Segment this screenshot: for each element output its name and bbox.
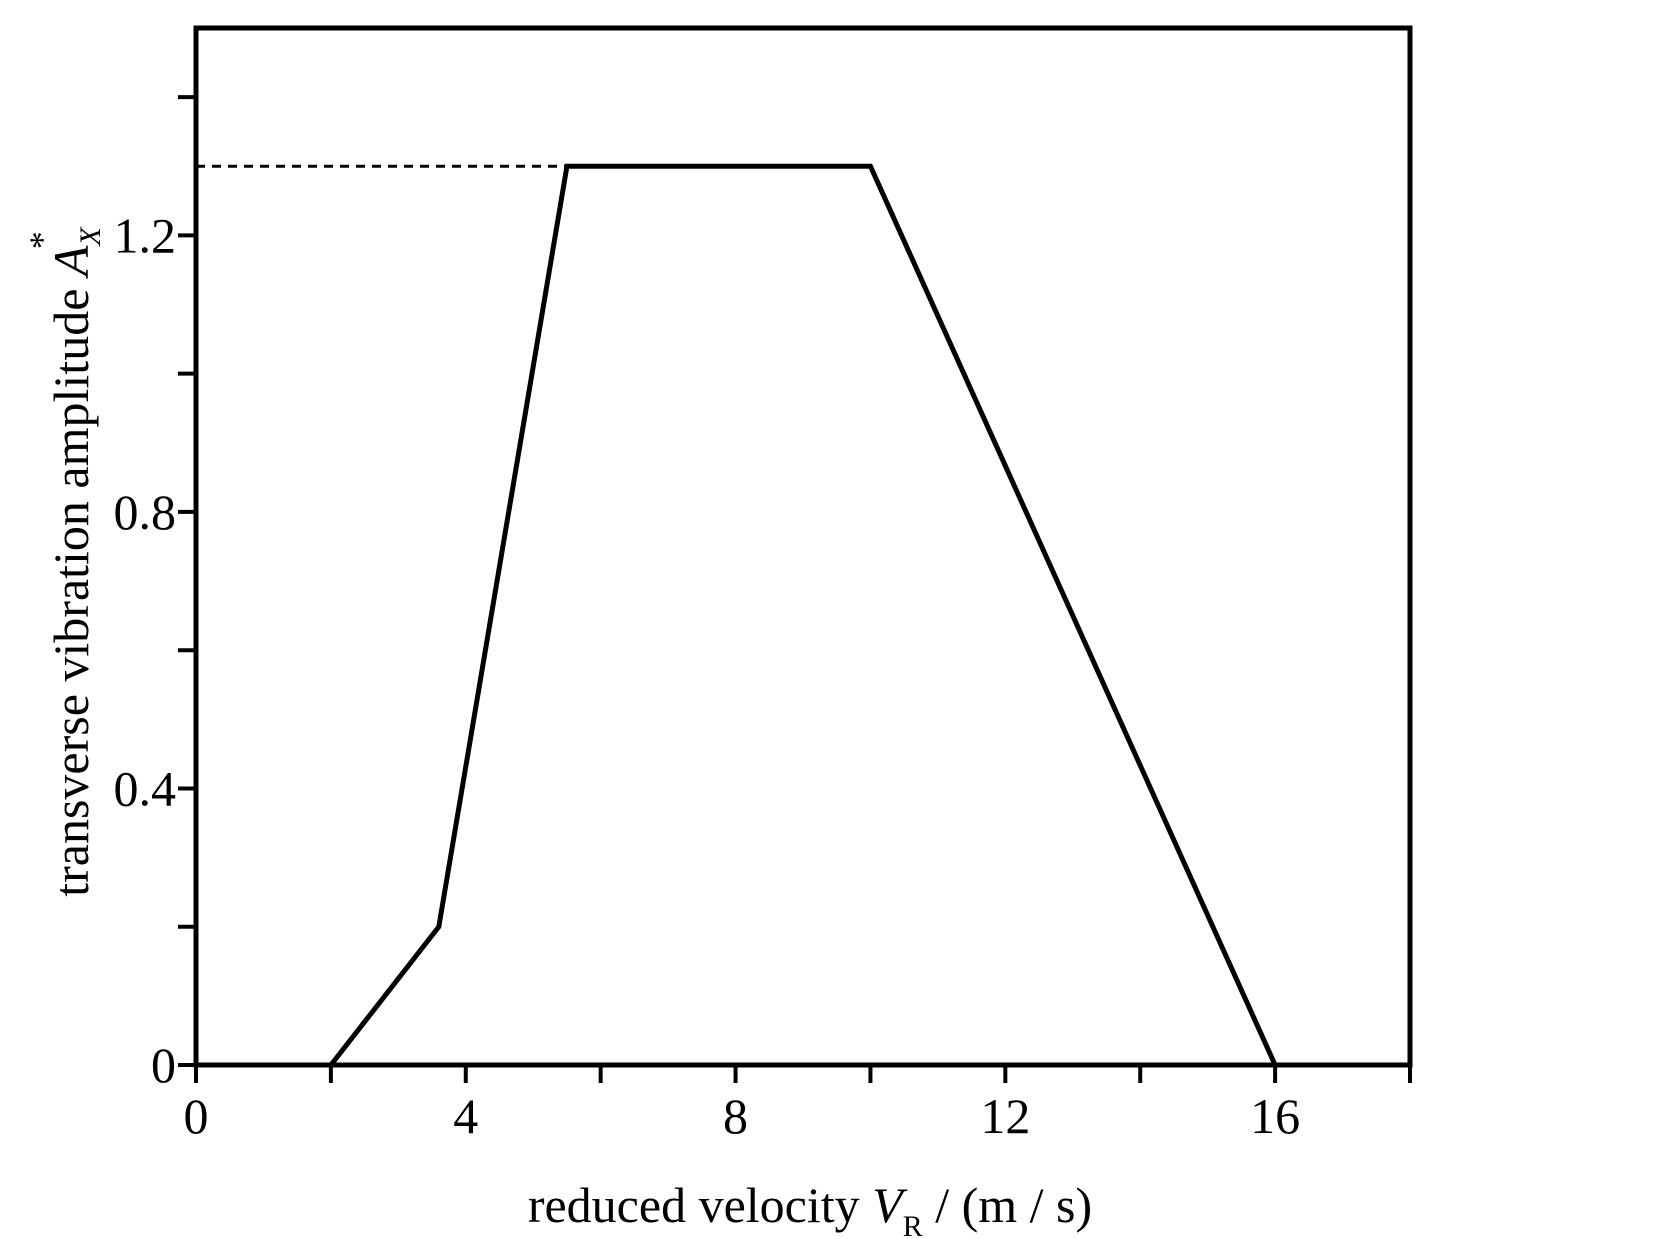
x-axis-label-prefix: reduced velocity — [528, 1177, 872, 1233]
y-axis-label-sup: * — [22, 231, 62, 249]
x-axis-label: reduced velocity VR / (m / s) — [528, 1177, 1092, 1239]
y-tick-label: 1.2 — [114, 207, 177, 263]
y-tick-label: 0.4 — [114, 760, 177, 816]
x-tick-label: 4 — [453, 1088, 478, 1144]
x-axis-label-var: V — [872, 1177, 908, 1233]
tick-labels: 0 4 8 12 16 0 0.4 0.8 1.2 — [114, 207, 1301, 1144]
y-axis-label: transverse vibration amplitude AX * — [22, 226, 107, 897]
y-axis-label-var: A — [43, 245, 99, 279]
plot-frame — [193, 25, 1413, 1068]
plot-border — [193, 25, 1413, 1068]
y-axis-label-sub: X — [74, 226, 107, 247]
x-tick-label: 12 — [980, 1088, 1030, 1144]
y-tick-label: 0 — [151, 1037, 176, 1093]
y-tick-label: 0.8 — [114, 484, 177, 540]
x-tick-label: 8 — [723, 1088, 748, 1144]
x-tick-label: 0 — [184, 1088, 209, 1144]
x-axis-label-sub: R — [903, 1210, 923, 1239]
ticks — [178, 95, 1412, 1083]
x-tick-label: 16 — [1250, 1088, 1300, 1144]
series-line — [328, 163, 1278, 1067]
x-axis-label-unit: / (m / s) — [923, 1177, 1092, 1233]
series-layer — [196, 163, 1410, 1068]
y-axis-label-prefix: transverse vibration amplitude — [43, 276, 99, 897]
